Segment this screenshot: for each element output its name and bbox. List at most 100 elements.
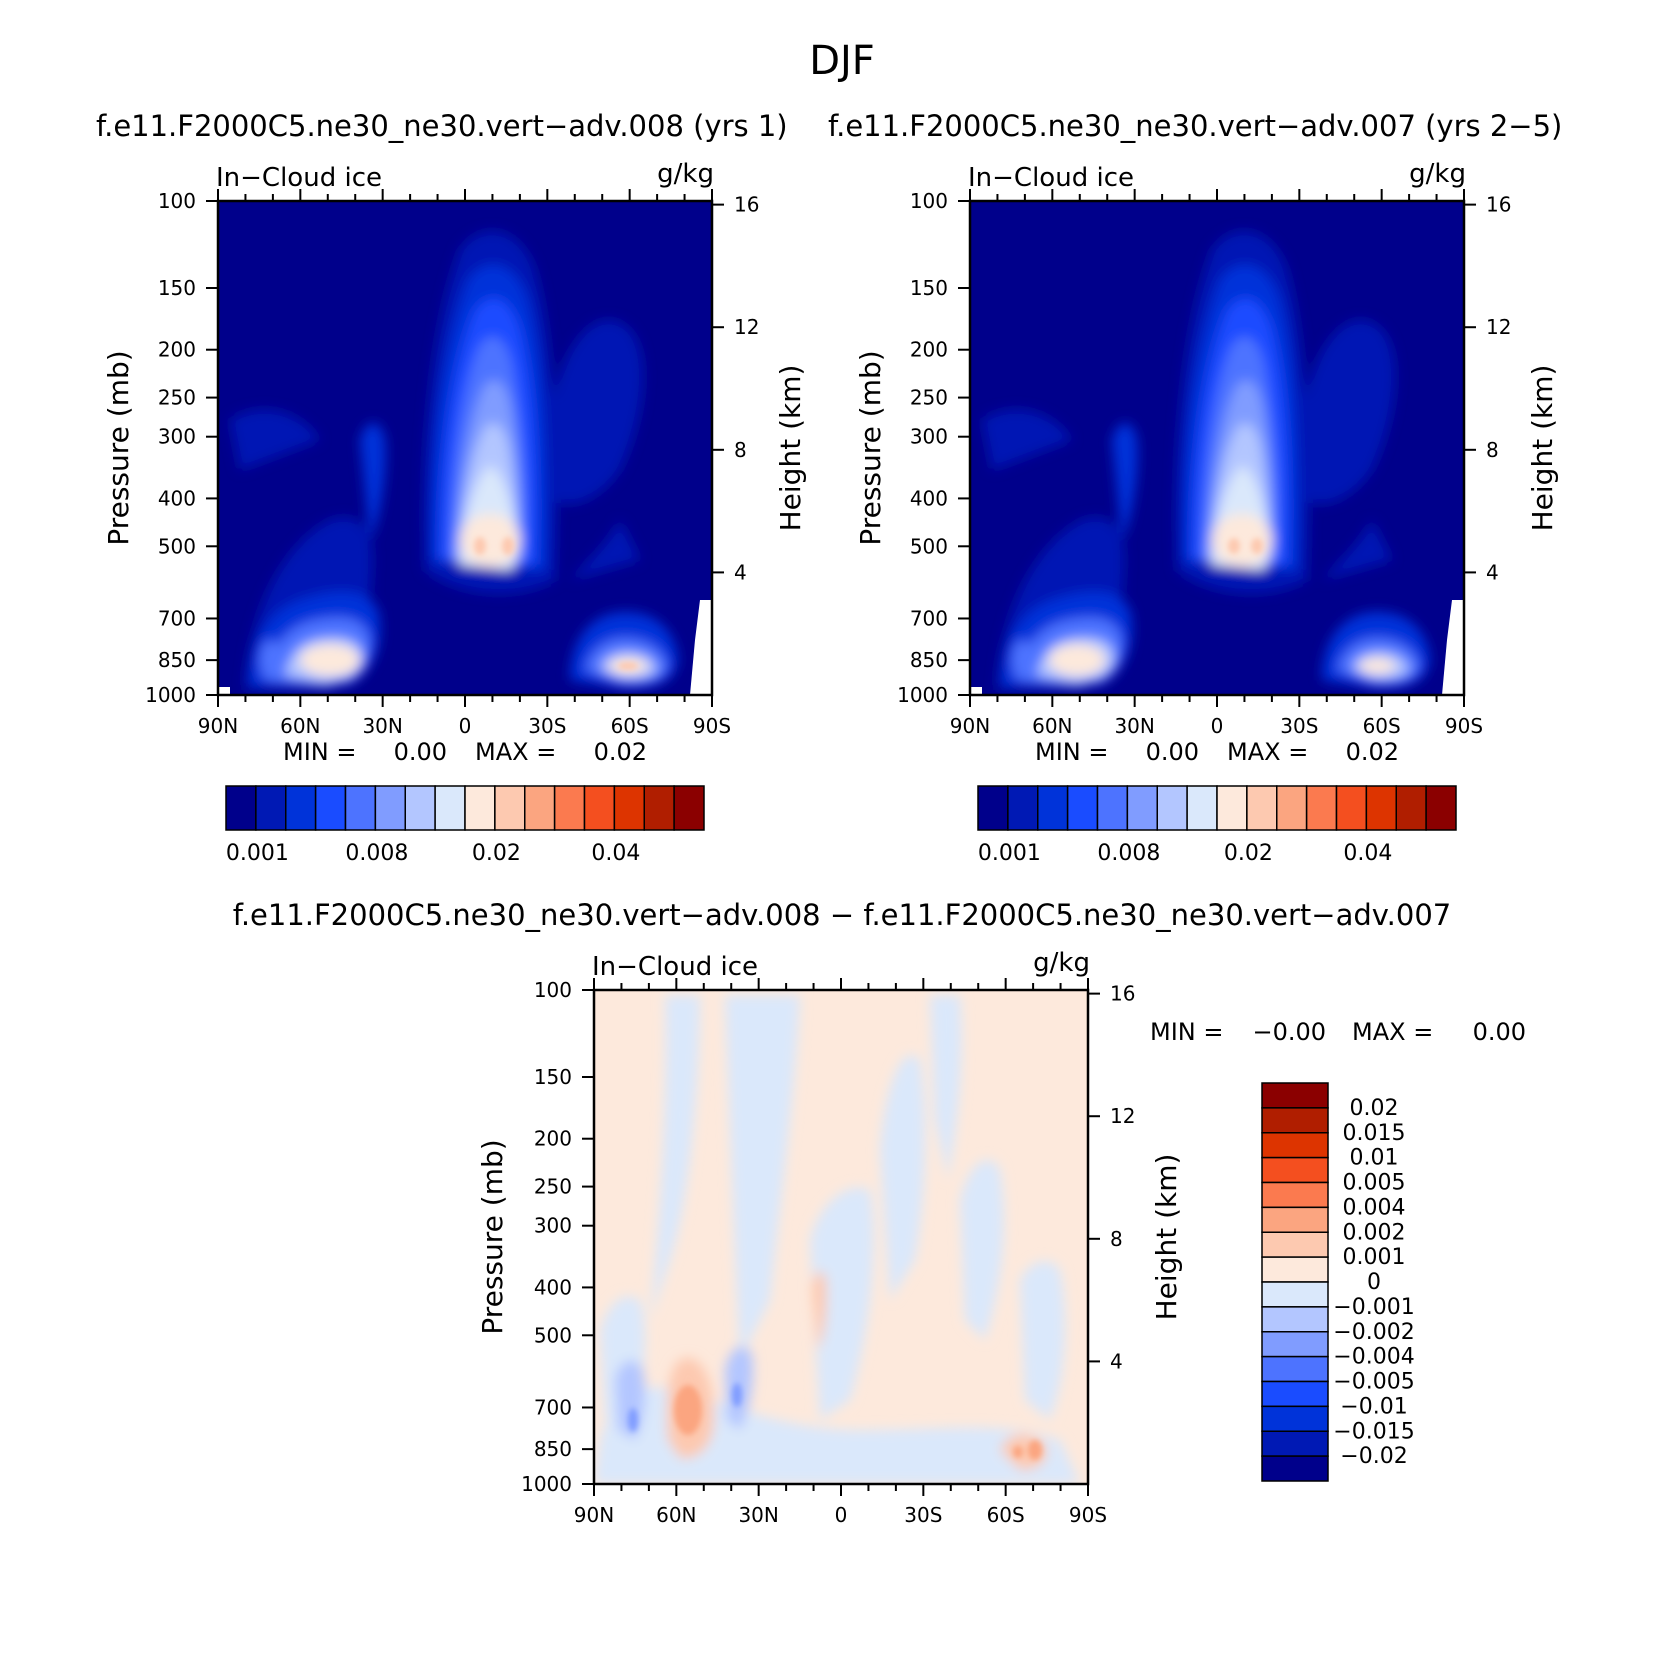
colorbar-swatch	[1216, 785, 1248, 831]
colorbar-swatch	[1126, 785, 1158, 831]
colorbar-swatch	[1261, 1181, 1329, 1209]
colorbar-swatch	[1261, 1455, 1329, 1482]
colorbar-swatch	[1261, 1231, 1329, 1258]
y-tick-label: 250	[910, 386, 948, 410]
panel-right-colorbar: 0.001 0.008 0.02 0.04	[977, 785, 1457, 866]
panel-right-ylabel-right: Height (km)	[1526, 365, 1559, 532]
colorbar-swatch	[494, 785, 526, 831]
y-tick-label: 300	[910, 425, 948, 449]
colorbar-level-label: −0.005	[1333, 1370, 1414, 1395]
y-right-tick-label: 16	[734, 193, 759, 217]
x-tick-label: 30S	[1280, 714, 1318, 738]
panel-left-min-label: MIN =	[283, 738, 356, 766]
y-right-tick-label: 4	[734, 560, 747, 584]
y-tick-label: 400	[158, 486, 196, 510]
colorbar-swatch	[225, 785, 257, 831]
y-tick-label: 150	[158, 276, 196, 300]
x-tick-label: 60S	[1363, 714, 1401, 738]
x-tick-label: 90S	[1069, 1503, 1107, 1527]
y-tick-label: 400	[534, 1275, 572, 1299]
panel-right-case-title: f.e11.F2000C5.ne30_ne30.vert−adv.007 (yr…	[828, 109, 1562, 143]
colorbar-swatch	[977, 785, 1009, 831]
colorbar-swatch	[1395, 785, 1427, 831]
y-tick-label: 700	[534, 1395, 572, 1419]
colorbar-swatch	[1261, 1256, 1329, 1283]
colorbar-swatch	[1261, 1306, 1329, 1333]
colorbar-swatch	[1276, 785, 1308, 831]
colorbar-swatch	[1261, 1082, 1329, 1109]
panel-diff-case-title: f.e11.F2000C5.ne30_ne30.vert−adv.008 − f…	[233, 898, 1452, 932]
colorbar-level-label: 0.02	[1350, 1096, 1399, 1121]
colorbar-swatch	[1186, 785, 1218, 831]
colorbar-swatch	[1261, 1331, 1329, 1358]
x-tick-label: 90N	[198, 714, 238, 738]
panel-left-case-title: f.e11.F2000C5.ne30_ne30.vert−adv.008 (yr…	[96, 109, 788, 143]
y-tick-label: 200	[534, 1127, 572, 1151]
x-tick-label: 30N	[362, 714, 402, 738]
panel-left-max-label: MAX =	[475, 738, 556, 766]
colorbar-level-label: 0.004	[1343, 1195, 1406, 1220]
y-tick-label: 200	[910, 338, 948, 362]
colorbar-swatch	[1365, 785, 1397, 831]
colorbar-swatch	[1335, 785, 1368, 831]
y-tick-label: 850	[158, 648, 196, 672]
x-tick-label: 30S	[528, 714, 566, 738]
panel-right-min-value: 0.00	[1146, 738, 1199, 766]
colorbar-level-label: −0.001	[1333, 1295, 1414, 1320]
panel-right-axes: 90N 60N 30N 0 30S 60S 90S 100 150 200 250 300 400 500…	[897, 189, 1511, 738]
colorbar-swatch	[1425, 785, 1457, 831]
y-tick-label: 700	[910, 606, 948, 630]
x-tick-label: 90S	[1445, 714, 1483, 738]
colorbar-level-label: −0.02	[1340, 1444, 1407, 1469]
colorbar-level-label: −0.002	[1333, 1320, 1414, 1345]
y-right-tick-label: 8	[1110, 1227, 1123, 1251]
x-tick-label: 0	[1211, 714, 1224, 738]
y-tick-label: 300	[534, 1214, 572, 1238]
panel-right-max-label: MAX =	[1227, 738, 1308, 766]
x-tick-label: 60S	[611, 714, 649, 738]
colorbar-swatch	[404, 785, 436, 831]
x-tick-label: 60N	[280, 714, 320, 738]
panel-left-units: g/kg	[657, 159, 714, 189]
y-right-tick-label: 16	[1110, 982, 1135, 1006]
colorbar-swatch	[1261, 1380, 1329, 1408]
x-tick-label: 90N	[950, 714, 990, 738]
panel-diff-axes: 90N 60N 30N 0 30S 60S 90S 100 150 200 250 300 400 500…	[521, 978, 1135, 1527]
colorbar-swatch	[1261, 1107, 1329, 1134]
colorbar-swatch	[1261, 1206, 1329, 1233]
colorbar-swatch	[1156, 785, 1188, 831]
colorbar-swatch	[1261, 1355, 1329, 1383]
colorbar-tick-label: 0.02	[1224, 841, 1273, 866]
colorbar-level-label: −0.004	[1333, 1345, 1414, 1370]
panel-diff-min-label: MIN =	[1150, 1018, 1223, 1046]
colorbar-level-label: 0.002	[1343, 1220, 1406, 1245]
y-tick-label: 850	[910, 648, 948, 672]
panel-right-field	[970, 201, 1464, 695]
y-tick-label: 700	[158, 606, 196, 630]
colorbar-swatch	[1096, 785, 1129, 831]
colorbar-swatch	[1037, 785, 1069, 831]
x-tick-label: 60N	[656, 1503, 696, 1527]
y-right-tick-label: 4	[1110, 1349, 1123, 1373]
colorbar-swatch	[1066, 785, 1099, 831]
y-tick-label: 1000	[145, 683, 196, 707]
x-tick-label: 0	[459, 714, 472, 738]
colorbar-tick-label: 0.001	[226, 841, 289, 866]
y-tick-label: 250	[158, 386, 196, 410]
x-tick-label: 60S	[987, 1503, 1025, 1527]
colorbar-swatch	[1261, 1405, 1329, 1432]
colorbar-swatch	[434, 785, 466, 831]
panel-diff-max-label: MAX =	[1352, 1018, 1433, 1046]
colorbar-swatch	[1261, 1281, 1329, 1308]
y-tick-label: 100	[910, 189, 948, 213]
panel-left-ylabel: Pressure (mb)	[102, 350, 135, 545]
panel-right-units: g/kg	[1409, 159, 1466, 189]
x-tick-label: 90N	[574, 1503, 614, 1527]
y-tick-label: 200	[158, 338, 196, 362]
panel-diff-max-value: 0.00	[1473, 1018, 1526, 1046]
colorbar-tick-label: 0.04	[1343, 841, 1392, 866]
panel-left-variable: In−Cloud ice	[216, 163, 382, 193]
panel-diff-field	[594, 990, 1088, 1484]
colorbar-level-label: −0.01	[1340, 1394, 1407, 1419]
